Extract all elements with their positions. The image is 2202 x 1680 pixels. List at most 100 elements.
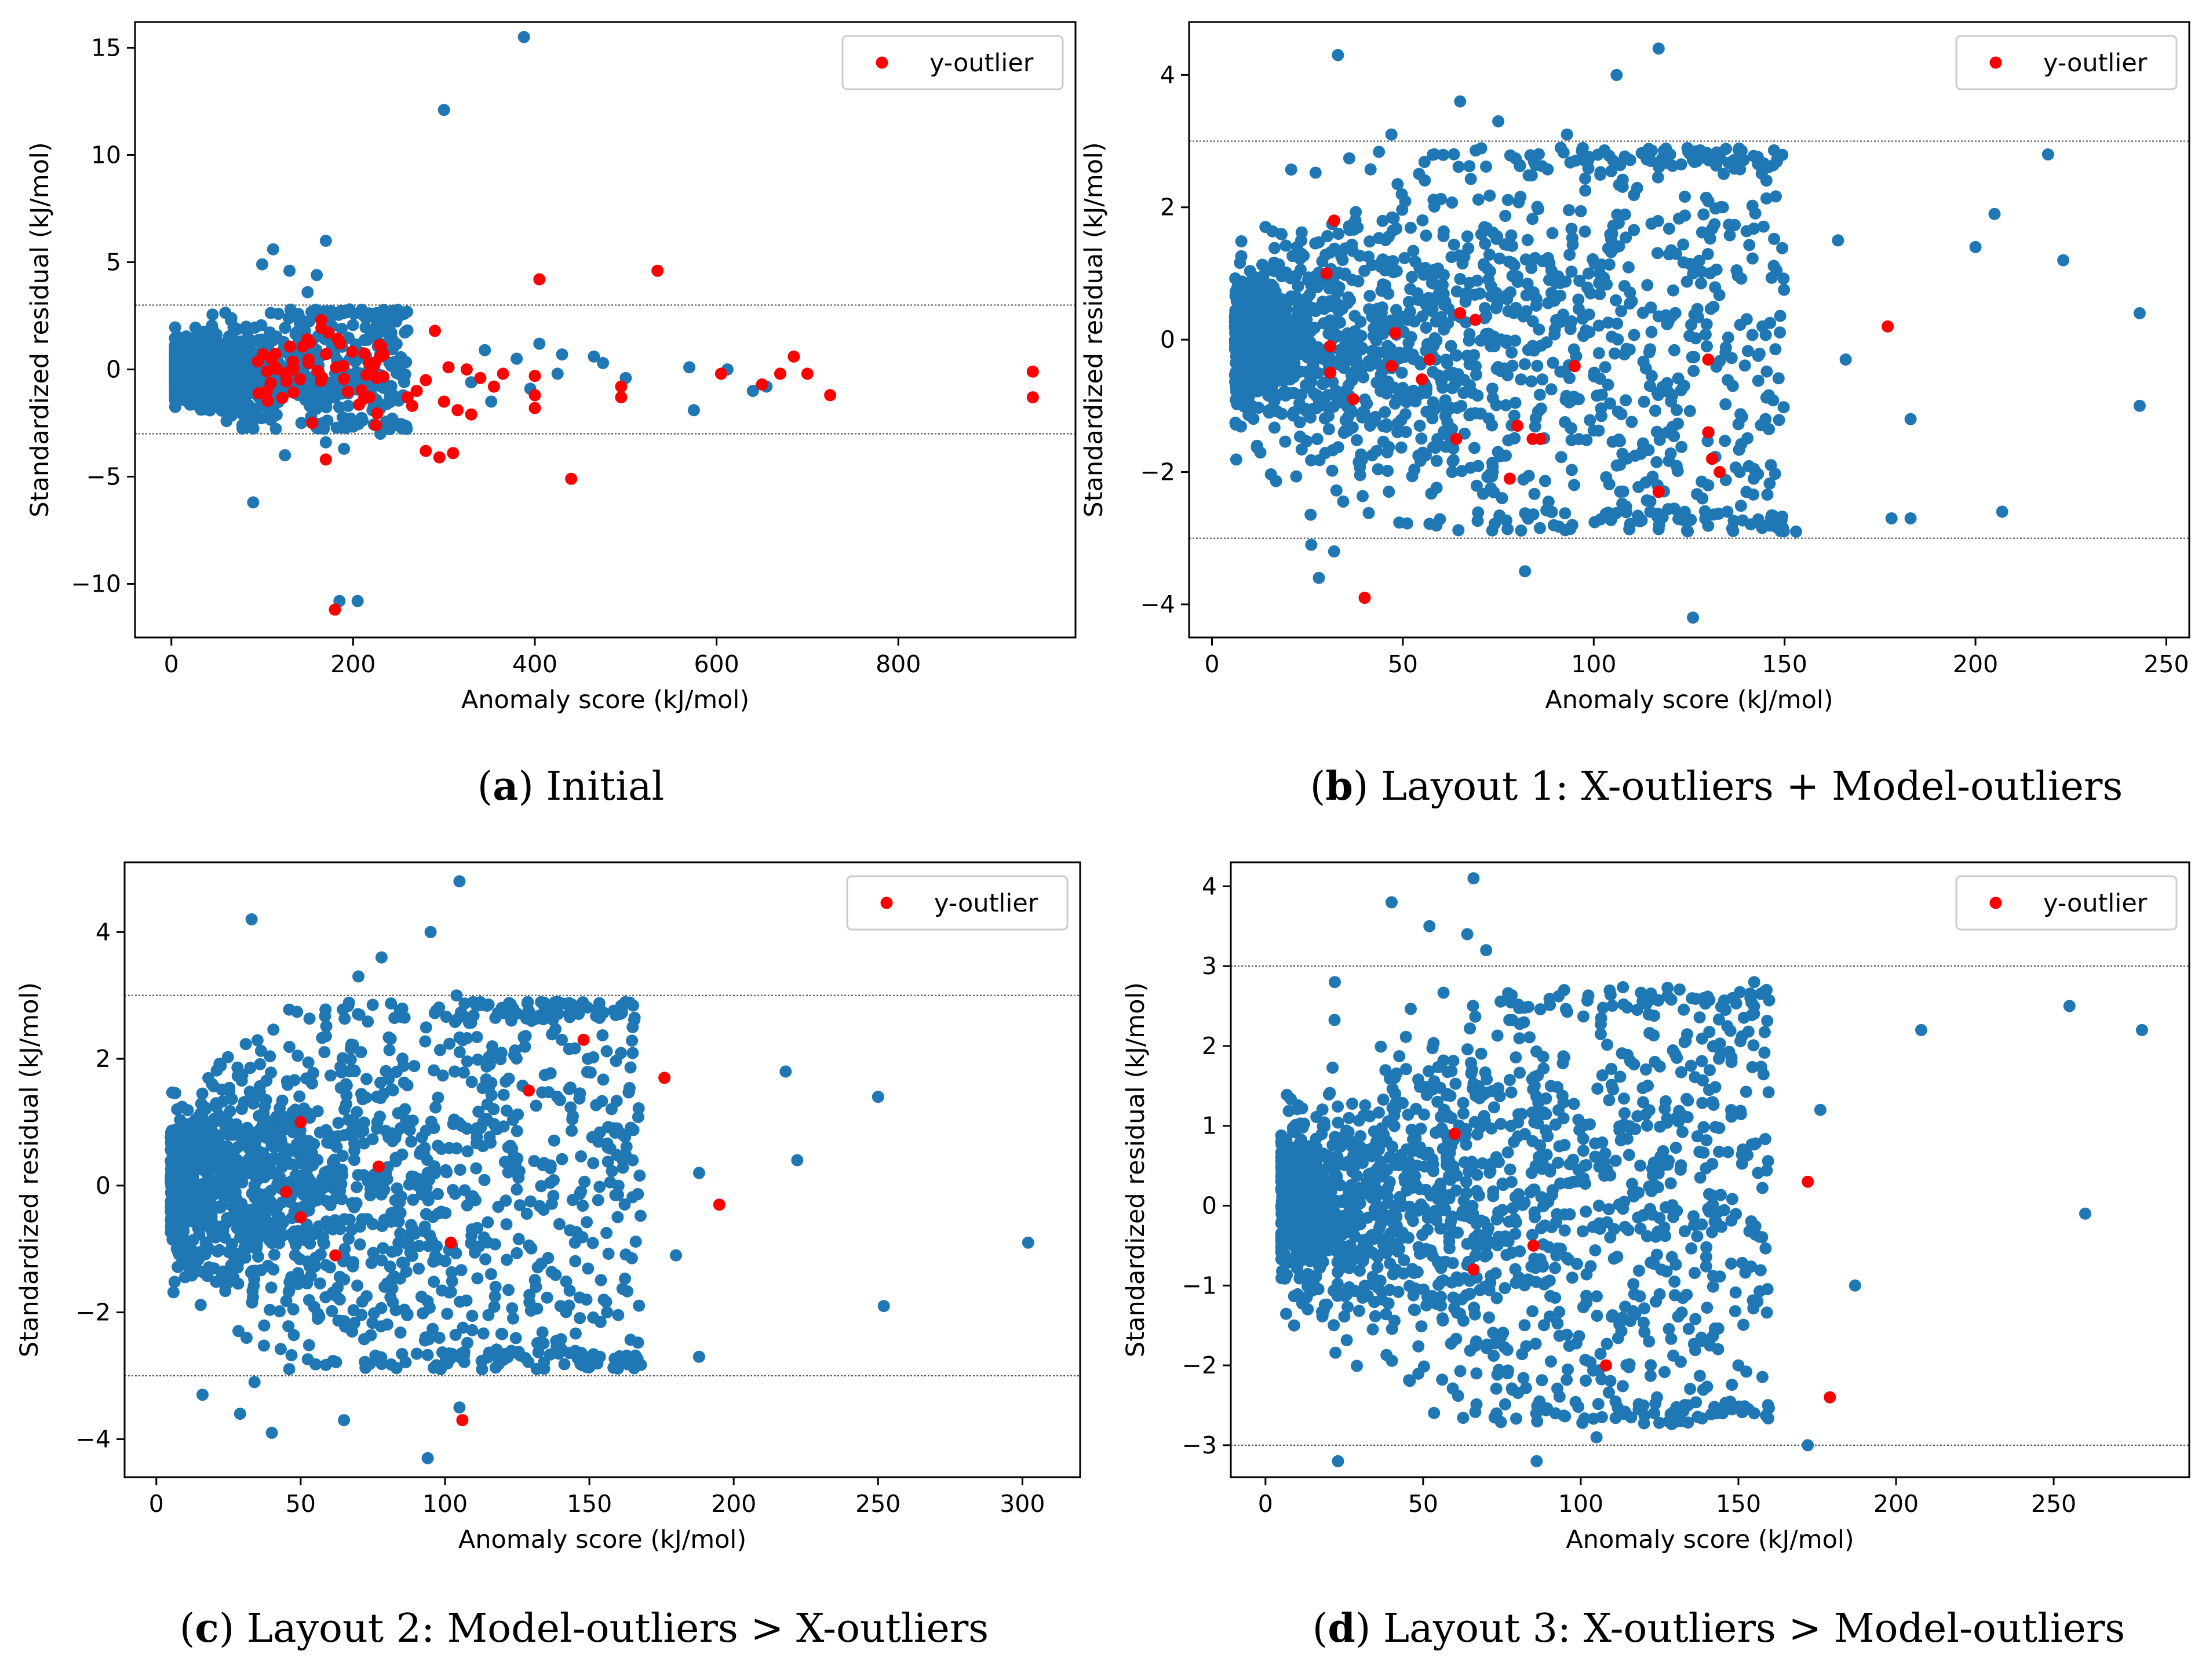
data-point bbox=[1628, 189, 1640, 201]
data-point bbox=[1413, 420, 1426, 432]
data-point bbox=[566, 1113, 579, 1125]
data-point bbox=[1398, 388, 1410, 401]
data-point bbox=[1364, 163, 1377, 176]
data-point bbox=[1387, 255, 1399, 268]
data-point bbox=[1588, 257, 1601, 270]
data-point bbox=[398, 1076, 410, 1089]
data-point bbox=[610, 1095, 623, 1107]
data-point bbox=[1746, 1061, 1759, 1073]
data-point bbox=[282, 1285, 295, 1298]
data-point bbox=[602, 1121, 614, 1134]
data-point bbox=[246, 1203, 259, 1216]
data-point bbox=[1667, 284, 1679, 297]
data-point bbox=[1769, 343, 1782, 356]
data-point bbox=[1610, 459, 1623, 472]
data-point bbox=[1500, 239, 1513, 251]
data-point bbox=[1548, 294, 1561, 307]
data-point bbox=[457, 1010, 470, 1023]
data-point bbox=[1702, 519, 1715, 532]
data-point bbox=[334, 1223, 347, 1236]
data-point bbox=[347, 1038, 359, 1051]
data-point bbox=[1460, 316, 1472, 329]
data-point bbox=[267, 1023, 280, 1036]
y-tick-label: 0 bbox=[1160, 326, 1175, 354]
data-point bbox=[494, 1053, 507, 1066]
data-point bbox=[588, 350, 600, 363]
data-point bbox=[511, 352, 523, 365]
data-point bbox=[1472, 193, 1485, 206]
data-point bbox=[444, 1285, 457, 1298]
data-point bbox=[511, 1152, 524, 1165]
data-point bbox=[418, 1142, 431, 1154]
data-point bbox=[1500, 399, 1512, 411]
data-point bbox=[1349, 327, 1361, 340]
data-point bbox=[1748, 462, 1760, 475]
data-point bbox=[1288, 351, 1301, 364]
data-point bbox=[381, 1173, 393, 1186]
data-point bbox=[287, 1329, 300, 1342]
data-point bbox=[1722, 156, 1735, 169]
y-outlier-point bbox=[375, 340, 387, 353]
data-point bbox=[216, 1115, 229, 1128]
x-tick-label: 100 bbox=[422, 1490, 468, 1518]
data-point bbox=[236, 1069, 249, 1081]
data-point bbox=[458, 997, 471, 1010]
data-point bbox=[355, 1046, 367, 1059]
data-point bbox=[1652, 214, 1664, 227]
y-outlier-point bbox=[1389, 327, 1402, 340]
data-point bbox=[1468, 289, 1481, 301]
y-tick-label: 4 bbox=[96, 918, 111, 946]
data-point bbox=[350, 1117, 363, 1130]
data-point bbox=[1734, 163, 1747, 176]
data-point bbox=[488, 1300, 501, 1313]
data-point bbox=[1456, 465, 1468, 478]
data-point bbox=[476, 1082, 489, 1094]
data-point bbox=[1675, 384, 1687, 396]
data-point bbox=[1332, 330, 1344, 342]
data-point bbox=[1336, 344, 1348, 356]
data-point bbox=[477, 1231, 490, 1244]
data-point bbox=[1519, 565, 1532, 578]
data-point bbox=[633, 1169, 646, 1182]
data-point bbox=[432, 1253, 445, 1266]
data-point bbox=[1515, 373, 1527, 386]
data-point bbox=[1492, 360, 1504, 373]
y-outlier-point bbox=[420, 374, 432, 387]
data-point bbox=[791, 1154, 804, 1167]
data-point bbox=[1404, 221, 1417, 234]
data-point bbox=[1733, 142, 1745, 155]
data-point bbox=[319, 436, 332, 449]
data-point bbox=[1492, 291, 1504, 304]
data-point bbox=[501, 1351, 514, 1364]
data-point bbox=[301, 286, 314, 298]
data-point bbox=[245, 1143, 258, 1156]
data-point bbox=[404, 1246, 417, 1259]
data-point bbox=[285, 1349, 298, 1361]
caption-text: ) Layout 1: X-outliers + Model-outliers bbox=[1353, 764, 2123, 810]
data-point bbox=[1313, 454, 1326, 467]
data-point bbox=[587, 1348, 600, 1361]
data-point bbox=[1562, 1363, 1574, 1376]
data-point bbox=[1687, 611, 1700, 624]
data-point bbox=[1428, 332, 1441, 344]
data-point bbox=[1563, 204, 1575, 217]
x-tick-label: 0 bbox=[164, 650, 179, 678]
data-point bbox=[167, 1175, 180, 1187]
data-point bbox=[1602, 316, 1614, 329]
data-point bbox=[1299, 402, 1312, 415]
data-point bbox=[1471, 515, 1484, 527]
data-point bbox=[297, 1200, 310, 1213]
data-point bbox=[1235, 277, 1248, 290]
data-point bbox=[1616, 447, 1629, 460]
y-outlier-point bbox=[334, 337, 347, 350]
data-point bbox=[417, 1307, 429, 1320]
data-point bbox=[629, 1236, 642, 1248]
data-point bbox=[1552, 1156, 1565, 1169]
data-point bbox=[355, 411, 368, 424]
data-point bbox=[1687, 151, 1700, 164]
data-point bbox=[1547, 356, 1559, 369]
data-point bbox=[1367, 330, 1380, 342]
data-point bbox=[1533, 388, 1546, 401]
data-point bbox=[240, 1231, 253, 1244]
data-point bbox=[431, 1240, 443, 1252]
